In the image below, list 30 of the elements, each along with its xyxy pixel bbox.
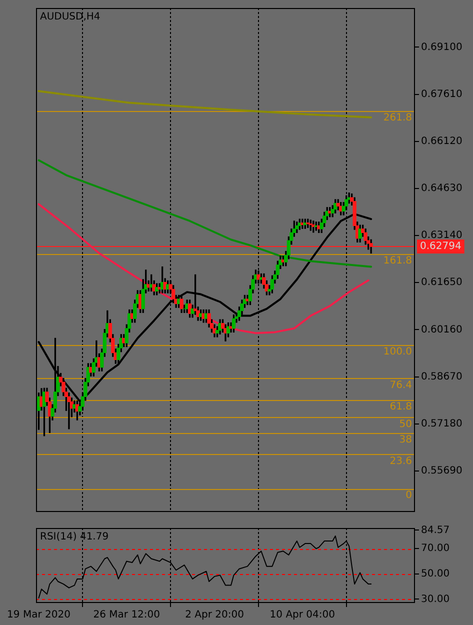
y-tick-label: 0.60160 <box>421 324 462 336</box>
x-tick-label: 10 Apr 04:00 <box>270 610 335 621</box>
x-tick-label: 19 Mar 2020 <box>7 610 70 621</box>
y-tick-label: 0.61650 <box>421 277 462 288</box>
x-tick-label: 2 Apr 20:00 <box>185 610 244 621</box>
annotation: 23.6 <box>390 456 412 468</box>
ref-line-label: 0.62794 <box>420 241 462 252</box>
chart-title: RSI(14) 41.79 <box>40 532 109 543</box>
y-tick-label: 0.64630 <box>421 183 462 194</box>
y-tick-label: 50.00 <box>421 568 450 580</box>
annotation: 0 <box>406 490 412 502</box>
y-tick-label: 0.67610 <box>421 88 462 100</box>
y-tick-label: 0.57180 <box>421 418 462 430</box>
y-tick-label: 70.00 <box>421 543 450 554</box>
x-tick-label: 26 Mar 12:00 <box>93 610 160 621</box>
annotation: 261.8 <box>383 112 412 124</box>
annotation: 100.0 <box>383 346 412 358</box>
chart-title: AUDUSD,H4 <box>40 12 100 23</box>
annotation: 76.4 <box>390 380 412 391</box>
y-tick-label: 30.00 <box>421 594 450 605</box>
annotation: 161.8 <box>383 256 412 267</box>
y-tick-label: 0.55690 <box>421 466 462 477</box>
annotation: 50 <box>399 418 412 430</box>
y-tick-label: 84.57 <box>421 524 450 536</box>
y-tick-label: 0.66120 <box>421 136 462 147</box>
y-tick-label: 0.58670 <box>421 371 462 382</box>
annotation: 61.8 <box>390 401 412 412</box>
y-tick-label: 0.63140 <box>421 230 462 242</box>
y-tick-label: 0.69100 <box>421 42 462 53</box>
annotation: 38 <box>399 434 412 446</box>
